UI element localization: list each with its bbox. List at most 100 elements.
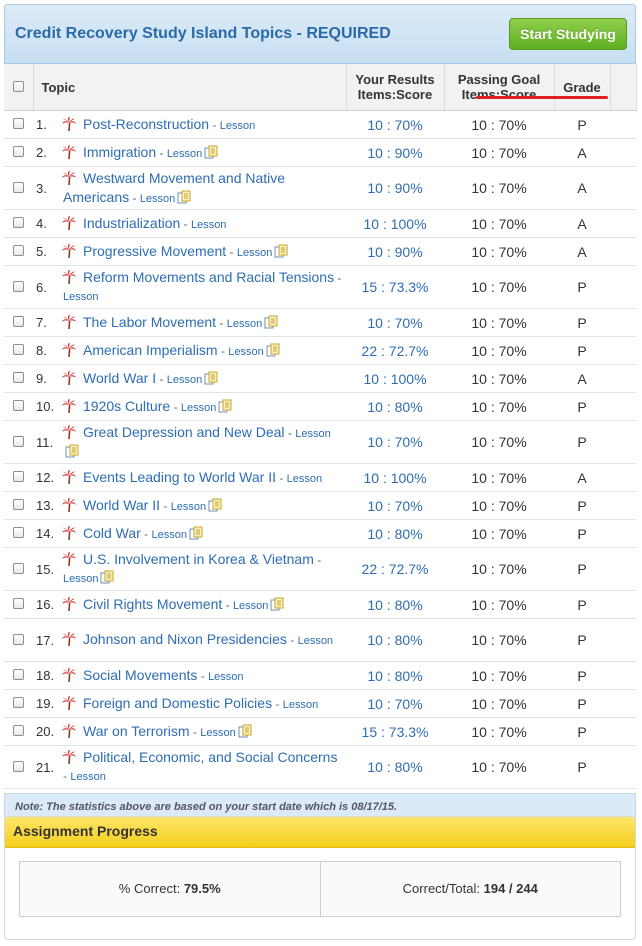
document-icon[interactable] <box>238 724 252 738</box>
results-score: 10 : 80% <box>346 392 445 421</box>
document-icon[interactable] <box>270 597 284 611</box>
goal-column-header[interactable]: Passing Goal Items:Score <box>444 64 555 111</box>
document-icon[interactable] <box>266 343 280 357</box>
row-number: 1. <box>33 110 63 139</box>
topic-column-header[interactable]: Topic <box>33 64 347 111</box>
topic-link[interactable]: War on Terrorism <box>83 722 190 739</box>
row-checkbox[interactable] <box>13 725 24 736</box>
row-checkbox[interactable] <box>13 280 24 292</box>
row-checkbox[interactable] <box>13 435 24 447</box>
table-row: 11. Great Depression and New Deal - Lesso… <box>4 420 637 464</box>
topic-cell: World War II - Lesson <box>62 491 347 520</box>
topic-link[interactable]: Cold War <box>83 524 141 541</box>
lesson-link[interactable]: Lesson <box>286 472 323 485</box>
topic-link[interactable]: World War I <box>83 369 157 386</box>
row-checkbox[interactable] <box>13 598 24 609</box>
row-checkbox[interactable] <box>13 400 24 411</box>
row-checkbox-cell <box>4 590 33 619</box>
lesson-link[interactable]: Lesson <box>166 147 203 160</box>
topic-link[interactable]: 1920s Culture <box>83 397 171 414</box>
topic-link[interactable]: Immigration <box>83 143 157 160</box>
lesson-link[interactable]: Lesson <box>63 291 99 303</box>
lesson-link[interactable]: Lesson <box>63 573 99 585</box>
topic-link[interactable]: Great Depression and New Deal <box>83 424 285 440</box>
document-icon[interactable] <box>218 399 232 413</box>
row-checkbox[interactable] <box>13 562 24 574</box>
lesson-link[interactable]: Lesson <box>139 192 176 205</box>
lesson-link[interactable]: Lesson <box>208 670 244 683</box>
topic-link[interactable]: The Labor Movement <box>83 313 217 330</box>
row-number: 20. <box>33 717 63 746</box>
row-checkbox[interactable] <box>13 181 24 193</box>
results-score: 10 : 70% <box>346 491 445 520</box>
topic-link[interactable]: Civil Rights Movement <box>83 595 223 612</box>
topic-link[interactable]: Foreign and Domestic Policies <box>83 694 273 711</box>
row-checkbox[interactable] <box>13 118 24 129</box>
topic-link[interactable]: Industrialization <box>83 214 181 231</box>
topic-link[interactable]: Post-Reconstruction <box>83 115 210 132</box>
topic-cell: Johnson and Nixon Presidencies - Lesson <box>62 618 347 662</box>
row-checkbox[interactable] <box>13 760 24 772</box>
topic-link[interactable]: World War II <box>83 496 161 513</box>
row-checkbox[interactable] <box>13 217 24 228</box>
document-icon[interactable] <box>65 444 79 458</box>
lesson-link[interactable]: Lesson <box>190 218 227 231</box>
row-checkbox[interactable] <box>13 146 24 157</box>
lesson-link[interactable]: Lesson <box>226 317 263 330</box>
lesson-link[interactable]: Lesson <box>166 373 203 386</box>
select-all-checkbox[interactable] <box>12 80 24 92</box>
passing-goal-score: 10 : 70% <box>444 110 555 139</box>
row-checkbox[interactable] <box>13 527 24 538</box>
row-checkbox[interactable] <box>13 669 24 680</box>
topic-link[interactable]: Reform Movements and Racial Tensions <box>83 269 335 285</box>
start-studying-button[interactable]: Start Studying <box>509 18 627 50</box>
topic-link[interactable]: Political, Economic, and Social Concerns <box>83 749 338 765</box>
lesson-link[interactable]: Lesson <box>297 635 334 647</box>
row-checkbox[interactable] <box>13 499 24 510</box>
document-icon[interactable] <box>177 190 191 204</box>
grade-value: P <box>554 336 611 365</box>
document-icon[interactable] <box>274 244 288 258</box>
passing-goal-score: 10 : 70% <box>444 209 555 238</box>
topic-link[interactable]: Westward Movement and Native Americans <box>63 169 286 205</box>
document-icon[interactable] <box>189 526 203 540</box>
topic-link[interactable]: Progressive Movement <box>83 242 227 259</box>
lesson-link[interactable]: Lesson <box>219 119 256 132</box>
grade-value: P <box>554 110 611 139</box>
grade-value: A <box>554 237 611 266</box>
passing-goal-score: 10 : 70% <box>444 519 555 548</box>
lesson-link[interactable]: Lesson <box>236 246 273 259</box>
lesson-link[interactable]: Lesson <box>70 771 106 783</box>
topic-link[interactable]: Social Movements <box>83 666 198 683</box>
row-checkbox[interactable] <box>13 344 24 355</box>
topic-link[interactable]: Johnson and Nixon Presidencies <box>83 631 287 647</box>
grade-column-header[interactable]: Grade <box>554 64 611 111</box>
topic-link[interactable]: Events Leading to World War II <box>83 468 276 485</box>
row-checkbox-cell <box>4 463 33 492</box>
document-icon[interactable] <box>204 145 218 159</box>
document-icon[interactable] <box>264 315 278 329</box>
topic-cell: 1920s Culture - Lesson <box>62 392 347 421</box>
lesson-link[interactable]: Lesson <box>170 500 207 513</box>
row-checkbox[interactable] <box>13 372 24 383</box>
document-icon[interactable] <box>100 570 114 584</box>
table-row: 18. Social Movements - Lesson 10 : 80% 10 :… <box>4 661 637 690</box>
row-checkbox[interactable] <box>13 633 24 645</box>
topic-link[interactable]: American Imperialism <box>83 341 218 358</box>
results-column-header[interactable]: Your Results Items:Score <box>346 64 445 111</box>
lesson-link[interactable]: Lesson <box>232 599 269 612</box>
lesson-link[interactable]: Lesson <box>295 428 331 440</box>
document-icon[interactable] <box>208 498 222 512</box>
lesson-link[interactable]: Lesson <box>180 401 217 414</box>
lesson-link[interactable]: Lesson <box>151 528 187 541</box>
row-checkbox[interactable] <box>13 316 24 327</box>
lesson-link[interactable]: Lesson <box>282 698 319 711</box>
row-checkbox[interactable] <box>13 245 24 256</box>
document-icon[interactable] <box>204 371 218 385</box>
topic-link[interactable]: U.S. Involvement in Korea & Vietnam <box>83 551 314 567</box>
row-checkbox[interactable] <box>13 697 24 708</box>
row-checkbox[interactable] <box>13 471 24 482</box>
table-row: 16. Civil Rights Movement - Lesson 10 : 80… <box>4 590 637 619</box>
lesson-link[interactable]: Lesson <box>228 345 264 358</box>
lesson-link[interactable]: Lesson <box>200 726 236 739</box>
